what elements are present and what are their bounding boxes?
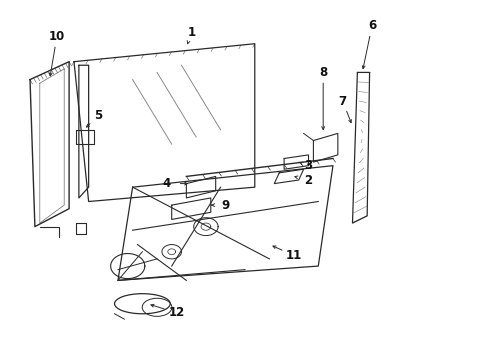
Text: 9: 9 xyxy=(221,199,230,212)
Text: 10: 10 xyxy=(49,30,65,43)
Text: 3: 3 xyxy=(304,159,313,172)
Text: 6: 6 xyxy=(368,19,376,32)
Text: 7: 7 xyxy=(339,95,347,108)
Text: 2: 2 xyxy=(304,174,313,186)
Text: 11: 11 xyxy=(286,249,302,262)
Text: 8: 8 xyxy=(319,66,327,79)
Text: 4: 4 xyxy=(163,177,171,190)
Text: 5: 5 xyxy=(94,109,102,122)
Text: 1: 1 xyxy=(187,27,196,40)
Text: 12: 12 xyxy=(169,306,185,319)
